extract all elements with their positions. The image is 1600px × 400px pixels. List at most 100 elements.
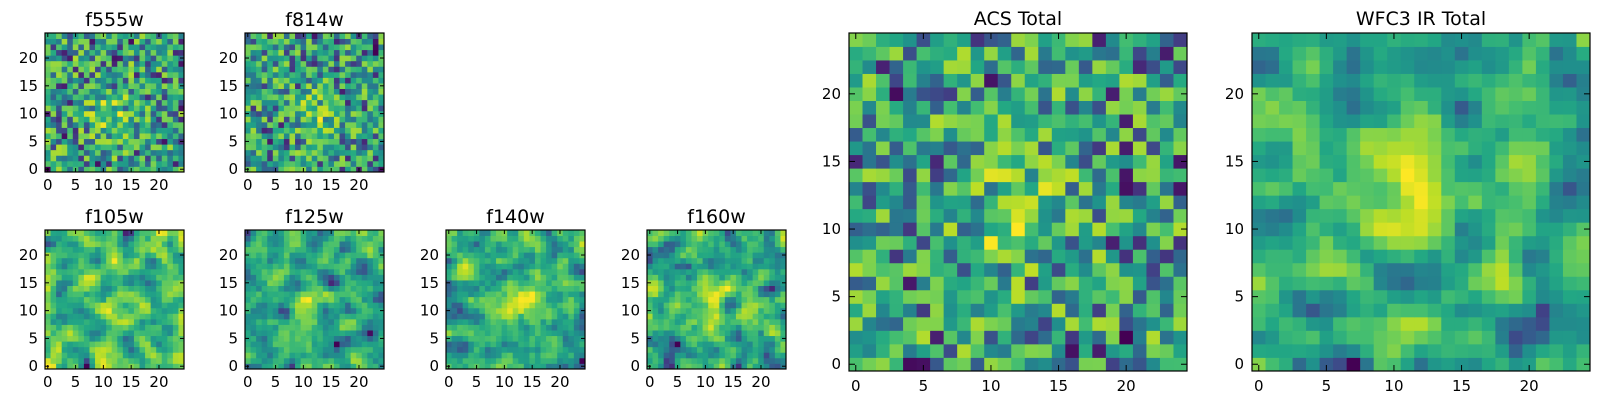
heatmap-cell bbox=[356, 77, 363, 84]
heatmap-cell bbox=[245, 127, 251, 134]
heatmap-cell bbox=[106, 324, 113, 331]
heatmap-cell bbox=[479, 352, 486, 359]
heatmap-cell bbox=[83, 274, 90, 281]
heatmap-cell bbox=[261, 144, 268, 151]
heatmap-cell bbox=[356, 105, 363, 112]
heatmap-cell bbox=[473, 268, 480, 275]
heatmap-cell bbox=[724, 230, 731, 236]
heatmap-cell bbox=[1173, 235, 1188, 250]
heatmap-cell bbox=[713, 257, 720, 264]
heatmap-cell bbox=[72, 324, 79, 331]
heatmap-cell bbox=[261, 302, 268, 309]
heatmap-cell bbox=[691, 352, 698, 359]
heatmap-cell bbox=[1159, 235, 1174, 250]
heatmap-cell bbox=[67, 246, 74, 253]
heatmap-cell bbox=[529, 302, 536, 309]
heatmap-cell bbox=[300, 38, 307, 45]
heatmap-cell bbox=[50, 257, 57, 264]
heatmap-cell bbox=[367, 166, 374, 173]
heatmap-cell bbox=[106, 346, 113, 353]
heatmap-cell bbox=[647, 257, 653, 264]
heatmap-cell bbox=[367, 116, 374, 123]
heatmap-cell bbox=[100, 60, 107, 67]
heatmap-cell bbox=[1105, 262, 1120, 277]
heatmap-cell bbox=[758, 246, 765, 253]
heatmap-cell bbox=[1414, 289, 1429, 304]
heatmap-cell bbox=[930, 316, 945, 331]
heatmap-cell bbox=[1535, 357, 1550, 372]
heatmap-cell bbox=[1319, 276, 1334, 291]
heatmap-cell bbox=[930, 343, 945, 358]
heatmap-cell bbox=[106, 352, 113, 359]
heatmap-cell bbox=[156, 241, 163, 248]
heatmap-cell bbox=[139, 155, 146, 162]
heatmap-cell bbox=[328, 341, 335, 348]
heatmap-cell bbox=[95, 116, 101, 123]
heatmap-cell bbox=[283, 144, 290, 151]
heatmap-cell bbox=[691, 257, 698, 264]
heatmap-cell bbox=[172, 324, 179, 331]
heatmap-cell bbox=[156, 302, 163, 309]
heatmap-cell bbox=[356, 149, 363, 156]
heatmap-cell bbox=[145, 110, 152, 117]
heatmap-cell bbox=[150, 235, 157, 242]
heatmap-cell bbox=[67, 330, 74, 337]
heatmap-cell bbox=[674, 324, 681, 331]
heatmap-cell bbox=[161, 94, 168, 101]
heatmap-cell bbox=[1132, 60, 1147, 74]
heatmap-cell bbox=[78, 263, 85, 270]
heatmap-cell bbox=[322, 263, 329, 270]
heatmap-cell bbox=[167, 252, 174, 259]
heatmap-cell bbox=[172, 280, 179, 286]
heatmap-cell bbox=[680, 318, 687, 325]
heatmap-cell bbox=[50, 149, 57, 156]
heatmap-cell bbox=[930, 235, 945, 250]
heatmap-cell bbox=[507, 302, 514, 309]
heatmap-cell bbox=[372, 291, 379, 298]
heatmap-cell bbox=[83, 138, 90, 145]
heatmap-cell bbox=[378, 285, 385, 292]
heatmap-cell bbox=[128, 324, 135, 331]
heatmap-cell bbox=[1279, 343, 1293, 358]
heatmap-cell bbox=[311, 138, 318, 145]
heatmap-cell bbox=[178, 324, 185, 331]
heatmap-cell bbox=[333, 274, 340, 281]
heatmap-cell bbox=[311, 246, 318, 253]
heatmap-cell bbox=[133, 330, 140, 337]
heatmap-cell bbox=[930, 181, 945, 196]
heatmap-cell bbox=[719, 352, 726, 359]
heatmap-cell bbox=[111, 252, 118, 259]
heatmap-cell bbox=[333, 38, 340, 45]
heatmap-cell bbox=[261, 230, 268, 236]
heatmap-cell bbox=[457, 302, 464, 309]
heatmap-cell bbox=[658, 307, 665, 314]
heatmap-cell bbox=[747, 291, 754, 298]
heatmap-cell bbox=[1065, 33, 1080, 47]
heatmap-cell bbox=[1427, 276, 1442, 291]
heatmap-cell bbox=[1481, 303, 1496, 318]
heatmap-cell bbox=[311, 44, 318, 51]
heatmap-cell bbox=[713, 285, 720, 292]
heatmap-cell bbox=[300, 44, 307, 51]
heatmap-cell bbox=[457, 318, 464, 325]
heatmap-cell bbox=[167, 302, 174, 309]
heatmap-cell bbox=[372, 285, 379, 292]
heatmap-cell bbox=[1508, 343, 1523, 358]
heatmap-cell bbox=[289, 274, 296, 281]
heatmap-cell bbox=[306, 296, 313, 303]
heatmap-cell bbox=[333, 235, 340, 242]
heatmap-cell bbox=[283, 166, 290, 173]
heatmap-cell bbox=[289, 252, 296, 259]
heatmap-cell bbox=[957, 60, 972, 74]
axes-frame bbox=[646, 229, 787, 370]
heatmap-cell bbox=[106, 296, 113, 303]
heatmap-cell bbox=[261, 352, 268, 359]
heatmap-cell bbox=[970, 330, 985, 345]
heatmap-cell bbox=[89, 313, 96, 320]
heatmap-cell bbox=[256, 83, 263, 89]
heatmap-cell bbox=[747, 307, 754, 314]
heatmap-cell bbox=[849, 343, 863, 358]
heatmap-cell bbox=[1441, 208, 1456, 223]
heatmap-cell bbox=[156, 94, 163, 101]
heatmap-cell bbox=[156, 83, 163, 89]
